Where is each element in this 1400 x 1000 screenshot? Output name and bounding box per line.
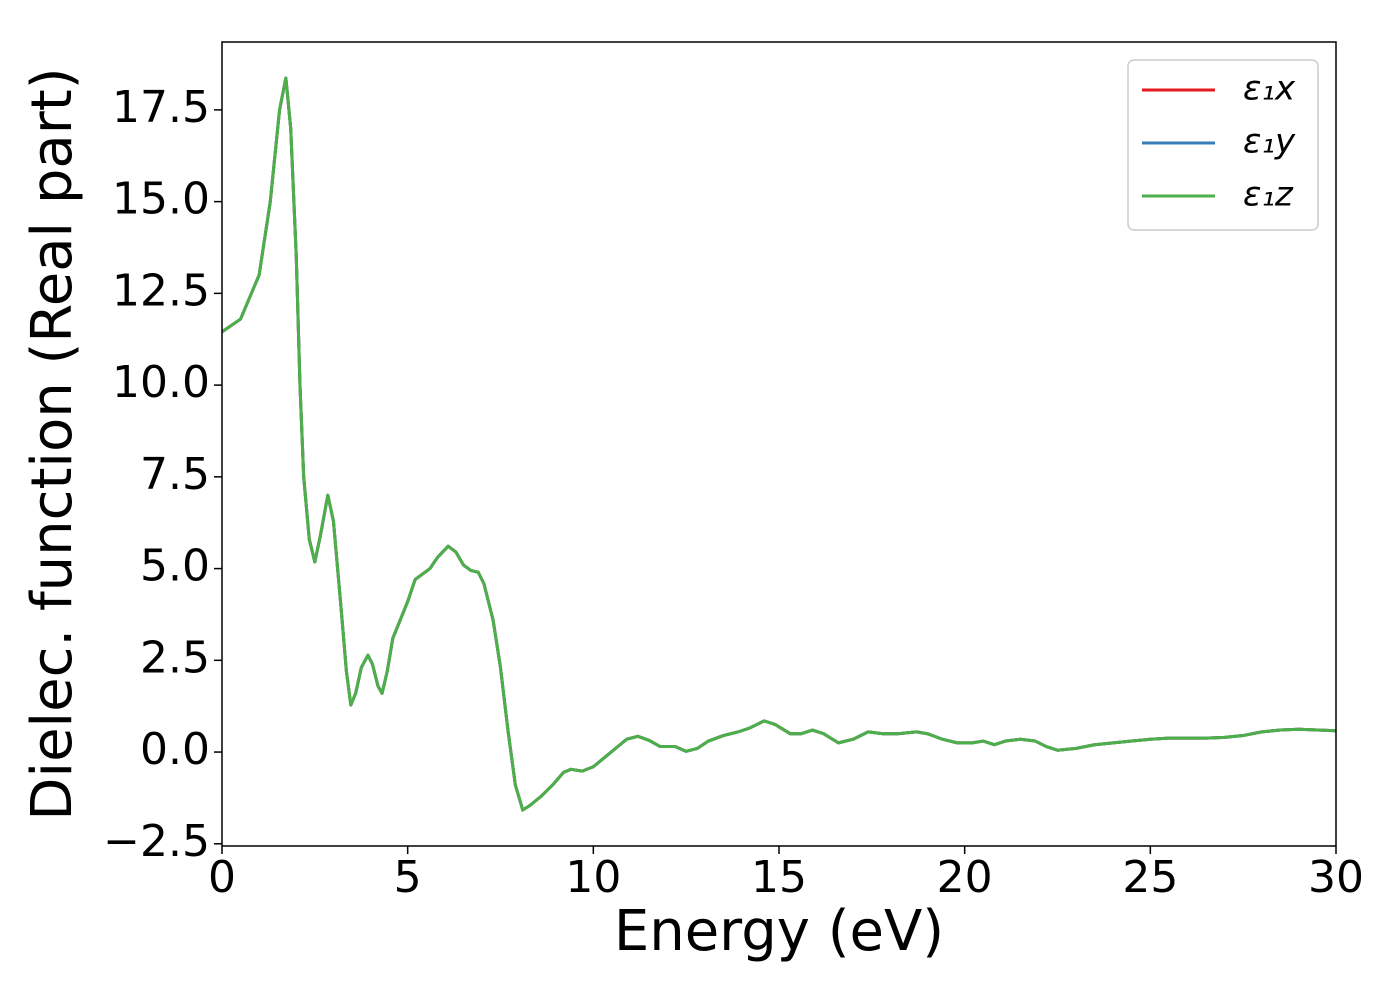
- x-tick-label: 0: [208, 852, 236, 903]
- legend-label: ε₁x: [1243, 69, 1296, 109]
- legend-label: ε₁y: [1243, 122, 1296, 162]
- y-axis-label: Dielec. function (Real part): [20, 67, 85, 820]
- plot-frame: [221, 41, 1337, 847]
- y-tick-label: 0.0: [140, 724, 210, 775]
- y-tick-label: 2.5: [140, 632, 210, 683]
- x-tick-label: 10: [565, 852, 621, 903]
- y-tick-label: 12.5: [112, 265, 210, 316]
- y-tick-label: 5.0: [140, 541, 210, 592]
- y-tick-label: −2.5: [103, 816, 210, 867]
- legend-label: ε₁z: [1243, 175, 1294, 215]
- x-axis-label: Energy (eV): [614, 899, 944, 964]
- x-tick-label: 25: [1122, 852, 1178, 903]
- legend-box: [1127, 59, 1319, 231]
- x-tick-label: 5: [394, 852, 422, 903]
- y-tick-label: 15.0: [112, 174, 210, 225]
- x-tick-label: 20: [937, 852, 993, 903]
- x-tick-label: 30: [1308, 852, 1364, 903]
- x-tick-label: 15: [751, 852, 807, 903]
- y-tick-label: 7.5: [140, 449, 210, 500]
- y-tick-label: 17.5: [112, 82, 210, 133]
- y-tick-label: 10.0: [112, 357, 210, 408]
- data-line: [221, 76, 1337, 812]
